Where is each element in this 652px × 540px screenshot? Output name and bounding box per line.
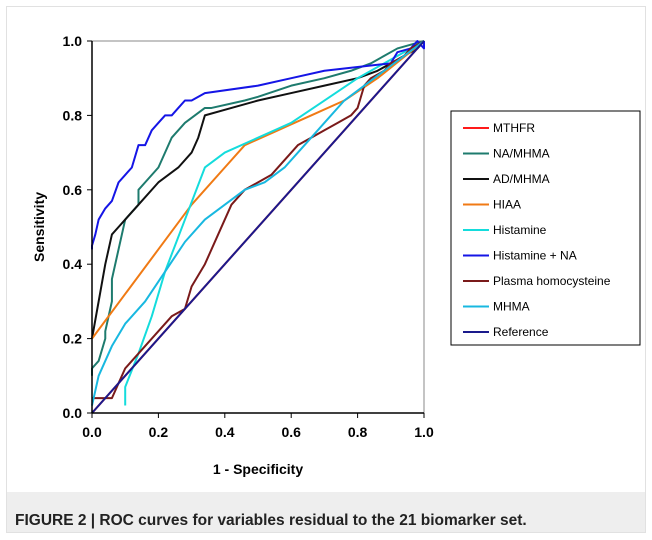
series-line-histamine-na [91, 40, 425, 250]
caption-background [7, 492, 645, 532]
y-tick-label: 0.2 [63, 331, 83, 347]
y-tick-label: 0.4 [63, 256, 83, 272]
legend-label: AD/MHMA [493, 172, 550, 186]
series-line-mhma [91, 40, 425, 406]
legend-label: Histamine + NA [493, 249, 577, 263]
legend-label: MTHFR [493, 121, 535, 135]
legend-label: Plasma homocysteine [493, 274, 611, 288]
figure-frame [6, 6, 646, 533]
series-line-histamine [124, 40, 425, 406]
legend-label: Reference [493, 325, 549, 339]
x-tick-label: 1.0 [414, 424, 434, 440]
legend-label: HIAA [493, 198, 521, 212]
x-tick-label: 0.6 [281, 424, 301, 440]
y-tick-label: 0.6 [63, 182, 83, 198]
y-tick-label: 0.0 [63, 405, 83, 421]
legend: MTHFR NA/MHMA AD/MHMA HIAA Histamine Histamin… [450, 110, 641, 346]
y-tick-label: 1.0 [63, 33, 83, 49]
x-axis-label: 1 - Specificity [213, 461, 303, 477]
axes-layer: 0.0 0.2 0.4 0.6 0.8 1.0 0.0 0.2 0.4 0.6 0.8 1.0 [63, 33, 434, 440]
series-layer [91, 40, 425, 414]
series-line-reference [91, 40, 425, 414]
x-tick-label: 0.2 [149, 424, 169, 440]
series-line-plasma-homocysteine [92, 40, 425, 400]
x-tick-label: 0.8 [348, 424, 368, 440]
legend-label: Histamine [493, 223, 547, 237]
legend-label: NA/MHMA [493, 147, 550, 161]
legend-label: MHMA [493, 300, 530, 314]
figure-caption: FIGURE 2 | ROC curves for variables resi… [15, 512, 527, 529]
x-tick-label: 0.0 [82, 424, 102, 440]
y-axis-label: Sensitivity [31, 192, 47, 262]
y-tick-label: 0.8 [63, 107, 83, 123]
x-tick-label: 0.4 [215, 424, 235, 440]
series-line-ad-mhma [91, 40, 425, 339]
